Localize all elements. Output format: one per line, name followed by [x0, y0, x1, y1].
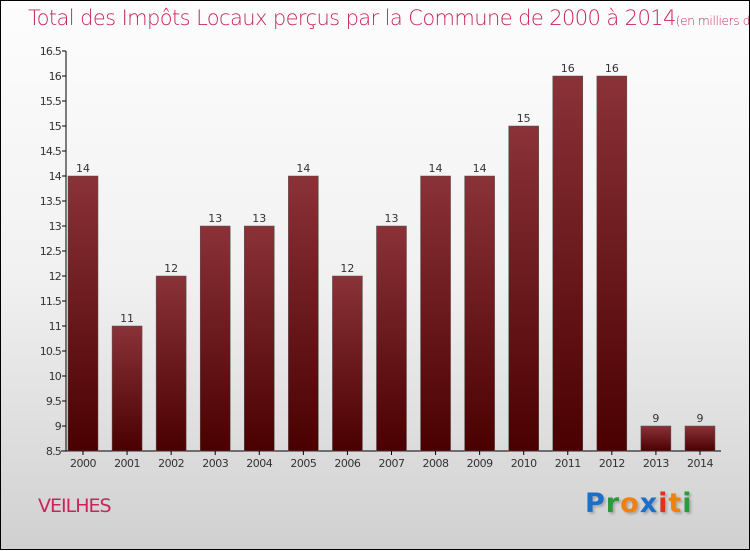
y-tick-label: 11.5 — [40, 295, 62, 308]
data-label: 9 — [696, 412, 703, 425]
bar — [508, 125, 539, 452]
commune-name: VEILHES — [38, 495, 112, 517]
y-tick-label: 15.5 — [40, 95, 62, 108]
data-label: 13 — [208, 212, 222, 225]
y-tick-label: 14 — [49, 170, 62, 183]
x-tick-label: 2004 — [246, 457, 272, 470]
bar — [67, 175, 99, 452]
data-label: 14 — [76, 162, 90, 175]
x-tick-label: 2009 — [467, 457, 493, 470]
data-label: 14 — [473, 162, 487, 175]
data-label: 12 — [340, 262, 354, 275]
y-tick-label: 10.5 — [40, 345, 62, 358]
data-label: 16 — [605, 62, 619, 75]
bar — [640, 425, 672, 452]
x-tick-label: 2013 — [643, 457, 669, 470]
x-tick-label: 2010 — [511, 457, 537, 470]
proxiti-logo[interactable]: Proxiti — [585, 488, 693, 519]
x-tick-label: 2014 — [687, 457, 713, 470]
y-tick-label: 13.5 — [40, 195, 62, 208]
bar — [111, 325, 143, 452]
y-tick-label: 12.5 — [40, 245, 62, 258]
y-tick-label: 9.5 — [46, 395, 62, 408]
data-label: 15 — [517, 112, 531, 125]
bar — [332, 275, 363, 452]
y-tick-label: 15 — [49, 120, 62, 133]
x-tick-label: 2001 — [114, 457, 140, 470]
chart-subtitle: (en milliers d'€) — [675, 14, 750, 28]
chart-title: Total des Impôts Locaux perçus par la Co… — [28, 6, 750, 30]
y-tick-label: 13 — [49, 220, 62, 233]
x-tick-label: 2011 — [555, 457, 581, 470]
x-tick-label: 2002 — [158, 457, 184, 470]
bar — [420, 175, 451, 452]
bar — [552, 75, 584, 452]
bar — [155, 275, 187, 452]
bar — [376, 225, 407, 452]
bar — [596, 75, 628, 452]
y-tick-label: 9 — [55, 420, 62, 433]
y-tick-label: 10 — [49, 370, 62, 383]
x-tick-label: 2012 — [599, 457, 625, 470]
data-label: 14 — [296, 162, 310, 175]
x-tick-label: 2006 — [334, 457, 360, 470]
x-tick-label: 2005 — [290, 457, 316, 470]
bar — [199, 225, 231, 452]
y-tick-label: 16 — [49, 70, 62, 83]
bar — [244, 225, 275, 452]
bar — [684, 425, 716, 452]
x-tick-label: 2007 — [378, 457, 404, 470]
x-tick-label: 2000 — [70, 457, 96, 470]
data-label: 11 — [120, 312, 134, 325]
title-text: Total des Impôts Locaux perçus par la Co… — [28, 6, 676, 30]
y-tick-label: 16.5 — [40, 45, 62, 58]
bar — [464, 175, 495, 452]
data-label: 16 — [561, 62, 575, 75]
data-label: 9 — [652, 412, 659, 425]
bar — [288, 175, 319, 452]
x-tick-label: 2008 — [423, 457, 449, 470]
x-tick-label: 2003 — [202, 457, 228, 470]
data-label: 12 — [164, 262, 178, 275]
y-tick-label: 8.5 — [46, 445, 62, 458]
y-tick-label: 12 — [49, 270, 61, 283]
data-label: 13 — [384, 212, 398, 225]
data-label: 14 — [429, 162, 443, 175]
y-tick-label: 14.5 — [40, 145, 62, 158]
data-label: 13 — [252, 212, 266, 225]
y-tick-label: 11 — [49, 320, 61, 333]
